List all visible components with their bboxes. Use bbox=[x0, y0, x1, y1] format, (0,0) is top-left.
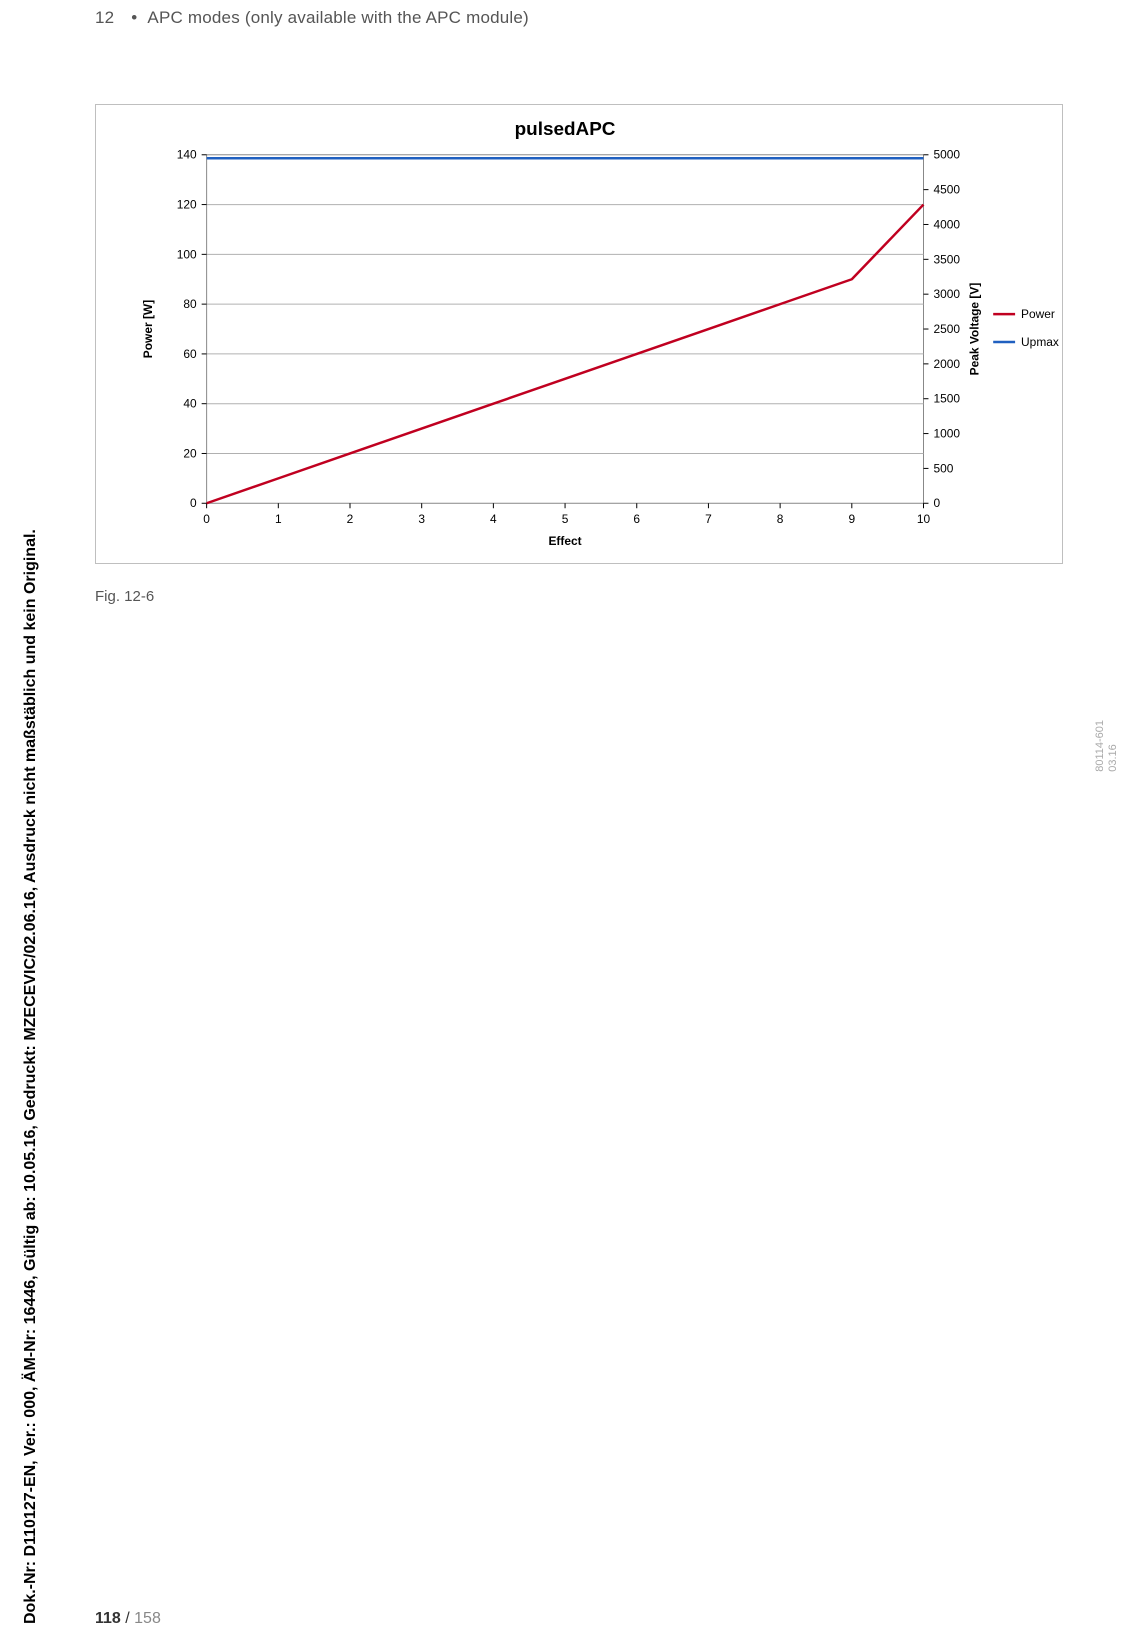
side-code-line2: 03.16 bbox=[1107, 720, 1120, 772]
page-header: 12 • APC modes (only available with the … bbox=[95, 8, 529, 28]
y-right-tick-label: 5000 bbox=[933, 148, 960, 162]
page-number-sep: / bbox=[121, 1610, 134, 1627]
y-right-axis-label: Peak Voltage [V] bbox=[967, 283, 981, 376]
y-right-tick-label: 4500 bbox=[933, 183, 960, 197]
y-left-tick-label: 60 bbox=[183, 347, 197, 361]
side-code-line1: 80114-601 bbox=[1094, 720, 1107, 772]
page-number-current: 118 bbox=[95, 1610, 121, 1627]
x-tick-label: 1 bbox=[275, 512, 282, 526]
page-number: 118 / 158 bbox=[95, 1610, 161, 1628]
y-right-tick-label: 500 bbox=[933, 461, 953, 475]
y-left-tick-label: 120 bbox=[177, 198, 197, 212]
x-tick-label: 5 bbox=[562, 512, 569, 526]
page-number-total: 158 bbox=[134, 1610, 161, 1627]
y-left-tick-label: 20 bbox=[183, 446, 197, 460]
y-right-tick-label: 1500 bbox=[933, 392, 960, 406]
y-right-tick-label: 4000 bbox=[933, 217, 960, 231]
y-right-tick-label: 2000 bbox=[933, 357, 960, 371]
x-tick-label: 7 bbox=[705, 512, 712, 526]
x-tick-label: 2 bbox=[347, 512, 354, 526]
chapter-number: 12 bbox=[95, 8, 114, 28]
chart-svg: pulsedAPC0204060801001201400500100015002… bbox=[96, 105, 1062, 563]
x-tick-label: 10 bbox=[917, 512, 931, 526]
y-right-tick-label: 1000 bbox=[933, 427, 960, 441]
y-right-tick-label: 0 bbox=[933, 496, 940, 510]
legend-label: Power bbox=[1021, 307, 1055, 321]
side-code: 80114-601 03.16 bbox=[1094, 720, 1120, 772]
header-bullet: • bbox=[131, 8, 137, 28]
chart-container: pulsedAPC0204060801001201400500100015002… bbox=[95, 104, 1063, 564]
y-left-tick-label: 140 bbox=[177, 148, 197, 162]
x-tick-label: 0 bbox=[203, 512, 210, 526]
plot-area bbox=[207, 155, 924, 503]
figure-caption: Fig. 12-6 bbox=[95, 588, 154, 605]
y-left-tick-label: 40 bbox=[183, 397, 197, 411]
y-right-tick-label: 2500 bbox=[933, 322, 960, 336]
x-tick-label: 8 bbox=[777, 512, 784, 526]
x-tick-label: 4 bbox=[490, 512, 497, 526]
vertical-doc-note: Dok.-Nr: D110127-EN, Ver.: 000, ÄM-Nr: 1… bbox=[22, 529, 40, 1624]
y-left-axis-label: Power [W] bbox=[141, 300, 155, 358]
x-tick-label: 9 bbox=[848, 512, 855, 526]
y-left-tick-label: 80 bbox=[183, 297, 197, 311]
y-right-tick-label: 3500 bbox=[933, 252, 960, 266]
x-axis-label: Effect bbox=[548, 534, 581, 548]
y-left-tick-label: 0 bbox=[190, 496, 197, 510]
chart-title: pulsedAPC bbox=[515, 119, 616, 140]
chapter-title: APC modes (only available with the APC m… bbox=[147, 8, 529, 27]
legend-label: Upmax bbox=[1021, 335, 1059, 349]
x-tick-label: 6 bbox=[633, 512, 640, 526]
y-right-tick-label: 3000 bbox=[933, 287, 960, 301]
x-tick-label: 3 bbox=[418, 512, 425, 526]
y-left-tick-label: 100 bbox=[177, 247, 197, 261]
